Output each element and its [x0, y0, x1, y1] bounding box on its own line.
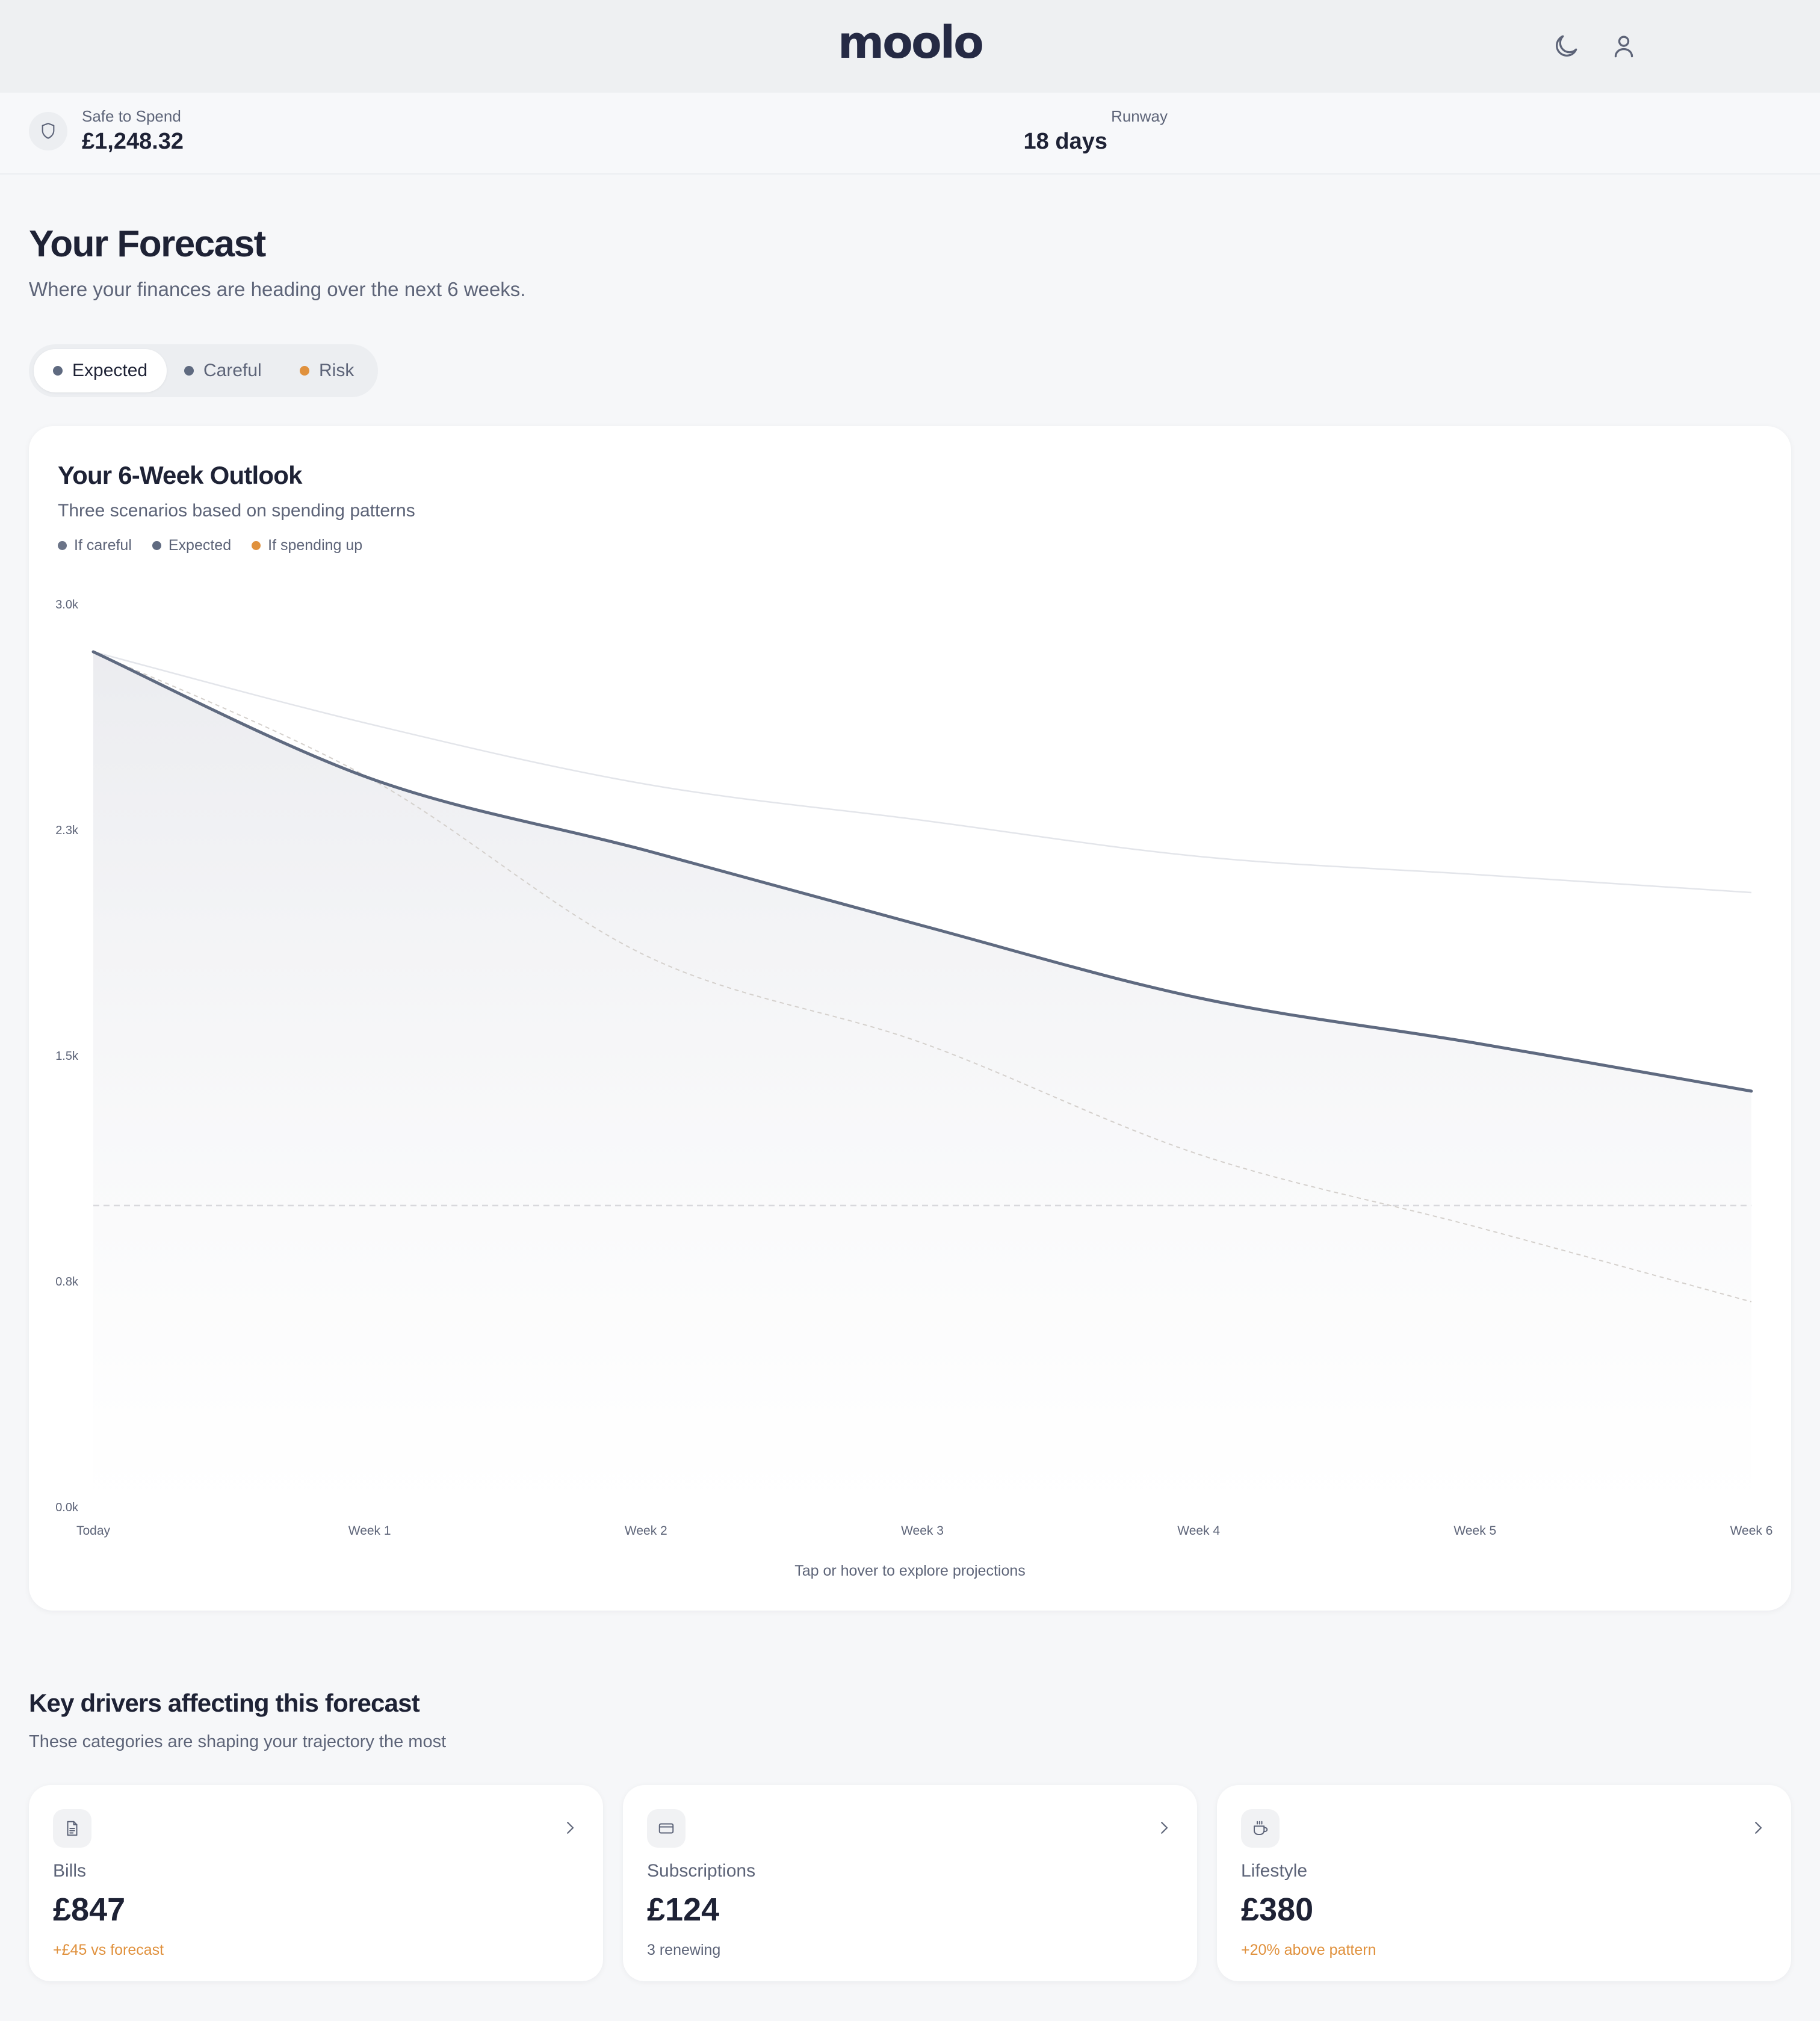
tab-risk[interactable]: Risk	[288, 349, 366, 392]
drivers-title: Key drivers affecting this forecast	[29, 1689, 420, 1717]
forecast-chart-card: Your 6-Week Outlook Three scenarios base…	[29, 426, 1791, 1611]
coffee-icon	[1241, 1809, 1280, 1848]
driver-card-subscriptions[interactable]: Subscriptions £124 3 renewing	[623, 1785, 1197, 1981]
expected-dot	[53, 366, 63, 376]
chevron-right-icon[interactable]	[1749, 1819, 1767, 1837]
x-tick-label: Today	[76, 1524, 111, 1538]
x-tick-label: Week 5	[1453, 1524, 1496, 1538]
runway-value: 18 days	[1023, 129, 1107, 154]
careful-dot	[184, 366, 194, 376]
chart-hint: Tap or hover to explore projections	[794, 1562, 1026, 1579]
tab-label: Risk	[319, 361, 354, 380]
legend-if-spending-up: If spending up	[252, 537, 362, 554]
app-logo[interactable]: moolo	[838, 17, 984, 69]
legend-dot	[252, 541, 261, 550]
page-title: Your Forecast	[29, 223, 266, 265]
chart-title: Your 6-Week Outlook	[58, 461, 302, 489]
user-icon[interactable]	[1609, 31, 1639, 61]
runway-label: Runway	[1111, 107, 1168, 125]
tab-expected[interactable]: Expected	[34, 349, 167, 392]
driver-note: 3 renewing	[647, 1942, 721, 1958]
safe-to-spend-value: £1,248.32	[82, 129, 184, 154]
legend-label: If careful	[74, 537, 132, 554]
y-tick-label: 0.0k	[55, 1501, 79, 1514]
document-icon	[53, 1809, 91, 1848]
risk-dot	[300, 366, 309, 376]
driver-note: +20% above pattern	[1241, 1942, 1376, 1958]
y-tick-label: 0.8k	[55, 1275, 79, 1289]
expected-area	[93, 652, 1751, 1506]
chevron-right-icon[interactable]	[561, 1819, 579, 1837]
driver-label: Bills	[53, 1861, 87, 1881]
chart-subtitle: Three scenarios based on spending patter…	[58, 501, 415, 521]
drivers-subtitle: These categories are shaping your trajec…	[29, 1732, 447, 1751]
card-icon	[647, 1809, 686, 1848]
shield-icon	[29, 112, 67, 150]
scenario-toggle: Expected Careful Risk	[29, 344, 378, 397]
x-tick-label: Week 1	[348, 1524, 391, 1538]
x-tick-label: Week 4	[1177, 1524, 1220, 1538]
legend-if-careful: If careful	[58, 537, 132, 554]
careful-series-line	[93, 651, 1752, 894]
x-tick-label: Week 3	[901, 1524, 944, 1538]
tab-label: Careful	[203, 361, 262, 380]
expected-series-line	[91, 650, 1753, 1093]
chart-legend: If careful Expected If spending up	[58, 537, 383, 554]
driver-value: £847	[53, 1892, 126, 1928]
driver-label: Subscriptions	[647, 1861, 756, 1881]
legend-expected: Expected	[152, 537, 231, 554]
x-tick-label: Week 6	[1730, 1524, 1773, 1538]
forecast-chart[interactable]: 0.0k 0.8k 1.5k 2.3k 3.0k Today Week 1 Week 2 Wee…	[29, 426, 1791, 1611]
driver-value: £124	[647, 1892, 720, 1928]
driver-label: Lifestyle	[1241, 1861, 1308, 1881]
page-subtitle: Where your finances are heading over the…	[29, 278, 526, 300]
spending-up-series-line	[93, 651, 1752, 1302]
app-header: moolo	[0, 0, 1820, 93]
tab-careful[interactable]: Careful	[172, 349, 274, 392]
legend-label: If spending up	[268, 537, 363, 554]
summary-bar: Safe to Spend £1,248.32 Runway 18 days	[0, 93, 1820, 175]
y-tick-label: 2.3k	[55, 824, 79, 837]
y-tick-label: 3.0k	[55, 598, 79, 611]
driver-card-bills[interactable]: Bills £847 +£45 vs forecast	[29, 1785, 603, 1981]
legend-dot	[152, 541, 161, 550]
driver-value: £380	[1241, 1892, 1314, 1928]
driver-card-lifestyle[interactable]: Lifestyle £380 +20% above pattern	[1217, 1785, 1791, 1981]
chevron-right-icon[interactable]	[1155, 1819, 1173, 1837]
legend-dot	[58, 541, 67, 550]
tab-label: Expected	[72, 361, 148, 380]
driver-note: +£45 vs forecast	[53, 1942, 164, 1958]
safe-to-spend-label: Safe to Spend	[82, 107, 181, 125]
moon-icon[interactable]	[1551, 31, 1581, 61]
legend-label: Expected	[168, 537, 232, 554]
y-tick-label: 1.5k	[55, 1050, 79, 1063]
x-tick-label: Week 2	[625, 1524, 667, 1538]
